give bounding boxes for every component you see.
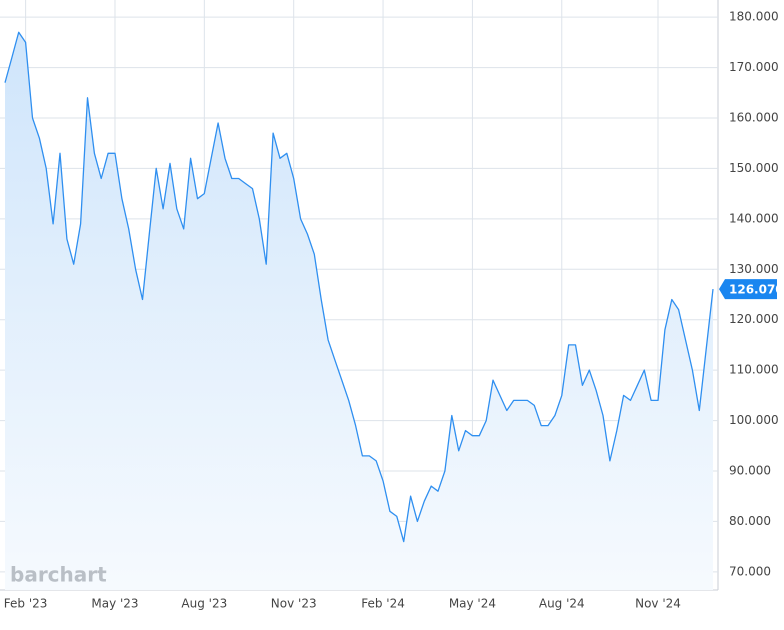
price-line [4, 31, 714, 543]
y-tick-label: 120.000 [729, 312, 779, 326]
x-tick-label: Nov '24 [635, 597, 681, 611]
x-tick-label: May '24 [449, 597, 496, 611]
watermark: barchart [10, 563, 107, 587]
y-tick-label: 130.000 [729, 262, 779, 276]
area-fill [5, 32, 713, 591]
y-tick-label: 80.000 [729, 514, 771, 528]
y-tick-label: 70.000 [729, 564, 771, 578]
x-tick-label: Nov '23 [271, 597, 317, 611]
y-tick-label: 180.000 [729, 10, 779, 24]
x-tick-label: Feb '24 [361, 597, 405, 611]
price-tag-label: 126.070 [729, 283, 784, 297]
x-tick-label: Feb '23 [4, 597, 48, 611]
y-tick-label: 170.000 [729, 60, 779, 74]
y-tick-label: 160.000 [729, 111, 779, 125]
y-tick-label: 90.000 [729, 463, 771, 477]
price-tag [719, 279, 777, 300]
y-tick-label: 140.000 [729, 211, 779, 225]
x-tick-label: Aug '24 [539, 597, 585, 611]
y-tick-label: 110.000 [729, 363, 779, 377]
x-tick-label: May '23 [91, 597, 138, 611]
y-tick-label: 150.000 [729, 161, 779, 175]
y-tick-label: 100.000 [729, 413, 779, 427]
x-tick-label: Aug '23 [181, 597, 227, 611]
